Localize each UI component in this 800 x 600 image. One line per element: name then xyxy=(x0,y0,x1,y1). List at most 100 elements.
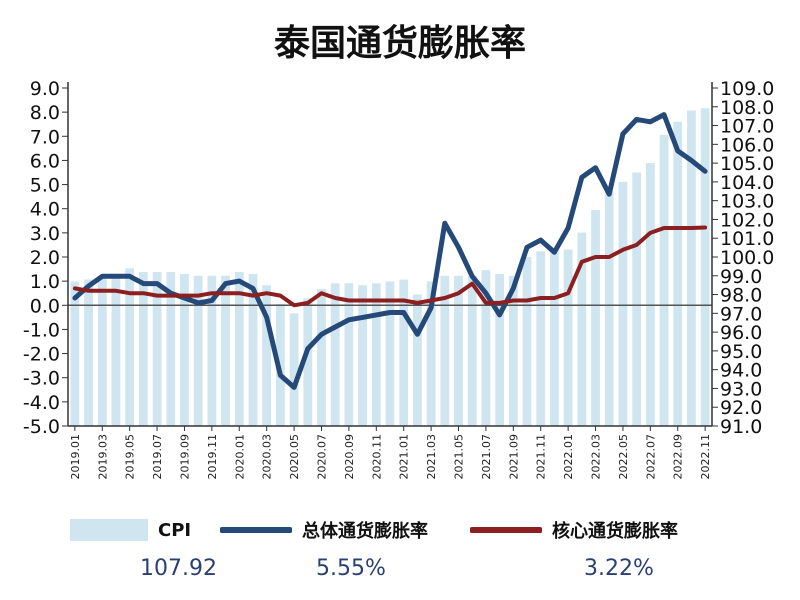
right-tick-label: 98.0 xyxy=(720,285,762,307)
x-tick-label: 2022.11 xyxy=(699,434,712,480)
bar-cpi-2019.04 xyxy=(111,273,121,426)
bar-cpi-2021.08 xyxy=(495,273,505,426)
right-tick-label: 91.0 xyxy=(720,416,762,438)
x-tick-label: 2020.11 xyxy=(370,434,383,480)
right-tick-label: 108.0 xyxy=(720,97,774,119)
bar-cpi-2020.11 xyxy=(371,283,381,426)
bar-cpi-2021.03 xyxy=(426,281,436,426)
line-core-inflation xyxy=(72,225,708,308)
core-latest-value: 3.22% xyxy=(584,556,654,581)
left-tick-label: 8.0 xyxy=(30,102,60,124)
left-tick-label: -4.0 xyxy=(23,392,60,414)
bar-cpi-2021.11 xyxy=(536,251,546,426)
right-tick-label: 102.0 xyxy=(720,209,774,231)
x-tick-label: 2020.09 xyxy=(343,434,356,480)
legend-item-headline: 总体通货膨胀率 xyxy=(220,516,428,544)
bar-cpi-2021.02 xyxy=(413,294,422,426)
left-tick-label: 0.0 xyxy=(30,295,60,317)
bar-cpi-2019.02 xyxy=(84,279,93,426)
left-tick-label: -3.0 xyxy=(23,368,60,390)
bar-cpi-2021.07 xyxy=(481,270,491,426)
chart-title: 泰国通货膨胀率 xyxy=(273,23,526,64)
legend-swatch-headline xyxy=(220,527,292,533)
bar-cpi-2021.01 xyxy=(399,279,409,426)
right-tick-label: 93.0 xyxy=(720,378,762,400)
cpi-latest-value: 107.92 xyxy=(140,556,217,581)
x-tick-label: 2022.01 xyxy=(562,434,575,480)
legend-item-cpi: CPI xyxy=(70,516,191,544)
left-tick-label: -5.0 xyxy=(23,416,60,438)
right-tick-label: 104.0 xyxy=(720,172,774,194)
left-tick-label: 6.0 xyxy=(30,150,60,172)
bar-cpi-2020.08 xyxy=(330,283,340,426)
x-tick-label: 2022.07 xyxy=(644,434,657,480)
bar-cpi-2020.07 xyxy=(317,288,326,426)
x-tick-label: 2021.05 xyxy=(453,434,466,480)
right-tick-label: 96.0 xyxy=(720,322,762,344)
bar-cpi-2021.09 xyxy=(508,275,518,426)
bar-cpi-2019.03 xyxy=(97,275,107,426)
legend-swatch-core xyxy=(470,527,542,533)
bar-cpi-2020.01 xyxy=(234,272,244,426)
bar-cpi-2022.02 xyxy=(577,232,587,426)
right-tick-label: 106.0 xyxy=(720,134,774,156)
bar-cpi-2022.05 xyxy=(618,181,628,426)
bar-cpi-2022.03 xyxy=(591,210,600,426)
headline-latest-value: 5.55% xyxy=(316,556,386,581)
x-tick-label: 2022.05 xyxy=(617,434,630,480)
right-tick-label: 103.0 xyxy=(720,191,774,213)
bar-cpi-2019.11 xyxy=(207,275,217,426)
left-tick-label: 1.0 xyxy=(30,271,60,293)
right-tick-label: 107.0 xyxy=(720,116,774,138)
bar-cpi-2021.06 xyxy=(467,275,477,426)
left-tick-label: 2.0 xyxy=(30,247,60,269)
x-tick-label: 2019.11 xyxy=(206,434,219,480)
left-tick-label: 7.0 xyxy=(30,126,60,148)
right-tick-label: 109.0 xyxy=(720,78,774,100)
bar-cpi-2022.04 xyxy=(604,191,614,426)
bar-cpi-2019.10 xyxy=(193,275,203,426)
legend-label-cpi: CPI xyxy=(158,519,192,541)
bar-cpi-2022.11 xyxy=(700,108,710,426)
bar-cpi-2020.03 xyxy=(262,285,272,426)
x-tick-label: 2019.01 xyxy=(69,434,82,480)
bar-cpi-2020.09 xyxy=(344,283,354,426)
x-tick-label: 2021.09 xyxy=(507,434,520,480)
right-tick-label: 95.0 xyxy=(720,341,762,363)
bar-cpi-2021.04 xyxy=(440,275,450,426)
legend-label-core: 核心通货膨胀率 xyxy=(552,521,678,542)
bar-cpi-2020.12 xyxy=(385,281,395,426)
x-tick-label: 2021.07 xyxy=(480,434,493,480)
bar-cpi-2019.12 xyxy=(221,275,230,426)
bar-cpi-2021.10 xyxy=(522,257,532,426)
right-tick-label: 99.0 xyxy=(720,266,762,288)
left-tick-label: 4.0 xyxy=(30,199,60,221)
bar-cpi-2019.05 xyxy=(125,268,135,426)
x-tick-label: 2019.03 xyxy=(96,434,109,480)
right-tick-label: 105.0 xyxy=(720,153,774,175)
x-tick-label: 2022.09 xyxy=(672,434,685,480)
right-tick-label: 100.0 xyxy=(720,247,774,269)
x-tick-label: 2019.07 xyxy=(151,434,164,480)
left-tick-label: 3.0 xyxy=(30,223,60,245)
bar-cpi-2022.09 xyxy=(673,121,683,427)
x-tick-label: 2021.01 xyxy=(398,434,411,480)
legend-swatch-cpi xyxy=(70,519,148,541)
x-tick-label: 2019.05 xyxy=(124,434,137,480)
left-tick-label: -1.0 xyxy=(23,319,60,341)
x-tick-label: 2020.03 xyxy=(261,434,274,480)
x-tick-label: 2022.03 xyxy=(590,434,603,480)
right-tick-label: 94.0 xyxy=(720,360,762,382)
left-tick-label: 9.0 xyxy=(30,78,60,100)
x-tick-label: 2021.11 xyxy=(535,434,548,480)
bar-cpi-2022.08 xyxy=(659,134,669,426)
right-tick-label: 92.0 xyxy=(720,397,762,419)
left-tick-label: -2.0 xyxy=(23,344,60,366)
bar-cpi-2020.10 xyxy=(358,285,367,426)
x-tick-label: 2020.05 xyxy=(288,434,301,480)
bar-cpi-2022.07 xyxy=(645,163,655,426)
bar-cpi-2022.10 xyxy=(687,110,696,427)
bar-cpi-2021.05 xyxy=(454,275,463,426)
bar-cpi-2022.01 xyxy=(563,249,573,426)
